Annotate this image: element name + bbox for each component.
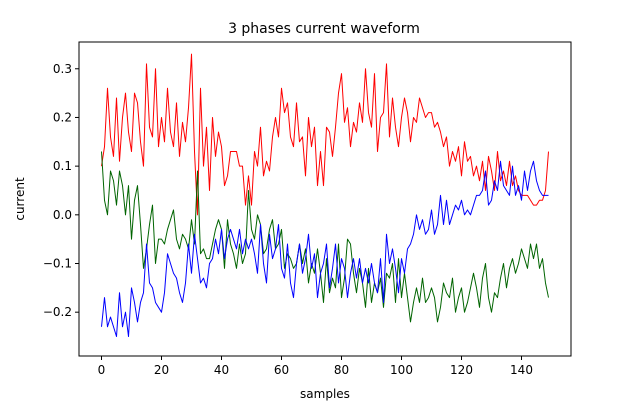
y-tick-label: 0.3 (53, 62, 72, 76)
y-tick-label: 0.1 (53, 159, 72, 173)
y-tick-label: 0.2 (53, 110, 72, 124)
x-tick-label: 80 (334, 363, 349, 377)
series-line-phase-C (101, 160, 549, 338)
plot-area (78, 41, 572, 357)
y-tick-label: 0.0 (53, 208, 72, 222)
x-axis-label: samples (300, 387, 350, 401)
series-layer (101, 53, 549, 338)
x-tick-label: 120 (450, 363, 473, 377)
series-line-phase-A (101, 53, 549, 216)
x-tick-label: 60 (274, 363, 289, 377)
x-tick-label: 40 (214, 363, 229, 377)
y-axis-label: current (13, 177, 27, 221)
x-tick-label: 140 (510, 363, 533, 377)
y-tick-label: −0.1 (43, 257, 72, 271)
x-tick-label: 100 (390, 363, 413, 377)
series-line-phase-B (101, 151, 549, 323)
y-tick-label: −0.2 (43, 305, 72, 319)
x-tick-label: 0 (98, 363, 106, 377)
x-axis: 0 20 40 60 80 100 120 140 (98, 356, 533, 377)
axes-frame (78, 41, 572, 357)
x-tick-label: 20 (154, 363, 169, 377)
chart-title: 3 phases current waveform (228, 21, 420, 37)
y-axis: −0.2 −0.1 0.0 0.1 0.2 0.3 (43, 62, 79, 319)
